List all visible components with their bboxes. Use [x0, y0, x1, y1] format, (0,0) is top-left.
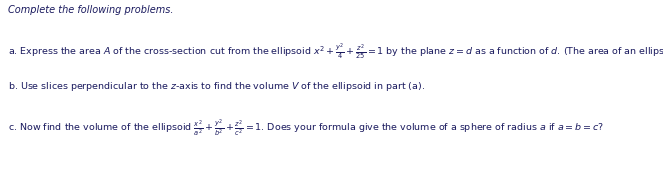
- Text: c. Now find the volume of the ellipsoid $\frac{x^2}{a^2} + \frac{y^2}{b^2} + \fr: c. Now find the volume of the ellipsoid …: [8, 118, 604, 139]
- Text: a. Express the area $A$ of the cross-section cut from the ellipsoid $x^2 + \frac: a. Express the area $A$ of the cross-sec…: [8, 42, 663, 62]
- Text: b. Use slices perpendicular to the $z$-axis to find the volume $V$ of the ellips: b. Use slices perpendicular to the $z$-a…: [8, 80, 425, 93]
- Text: Complete the following problems.: Complete the following problems.: [8, 5, 174, 15]
